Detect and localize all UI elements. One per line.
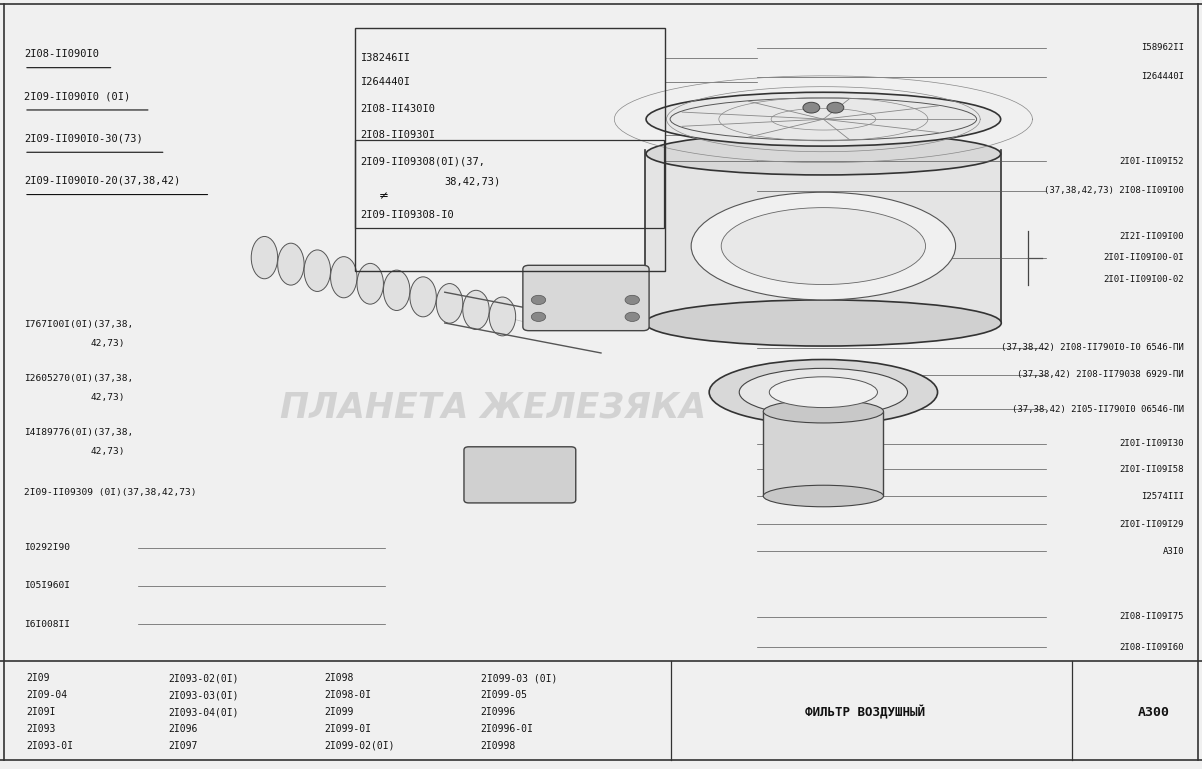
Text: 2I099-02(0I): 2I099-02(0I) [325, 741, 395, 751]
Text: I264440I: I264440I [361, 77, 411, 88]
Ellipse shape [410, 277, 436, 317]
Ellipse shape [278, 243, 304, 285]
Text: 2I09-II090I0-20(37,38,42): 2I09-II090I0-20(37,38,42) [24, 175, 180, 186]
Text: 2I099-0I: 2I099-0I [325, 724, 371, 734]
Text: 2I0I-II09I00-0I: 2I0I-II09I00-0I [1103, 253, 1184, 262]
Text: 2I08-II0930I: 2I08-II0930I [361, 130, 435, 141]
Text: 2I097: 2I097 [168, 741, 197, 751]
Ellipse shape [691, 192, 956, 300]
Text: 2I08-II09I75: 2I08-II09I75 [1119, 612, 1184, 621]
Text: 42,73): 42,73) [90, 339, 125, 348]
Text: I2605270(0I)(37,38,: I2605270(0I)(37,38, [24, 374, 133, 383]
Text: 2I08-II090I0: 2I08-II090I0 [24, 48, 99, 59]
Text: 2I09-II09308-I0: 2I09-II09308-I0 [361, 210, 454, 221]
Text: 2I093-02(0I): 2I093-02(0I) [168, 673, 239, 684]
Ellipse shape [489, 297, 516, 336]
Ellipse shape [645, 300, 1001, 346]
Text: I6I008II: I6I008II [24, 620, 70, 629]
Text: 2I09-04: 2I09-04 [26, 690, 67, 701]
Text: 2I093-04(0I): 2I093-04(0I) [168, 707, 239, 717]
Text: 2I093-0I: 2I093-0I [26, 741, 73, 751]
Ellipse shape [769, 377, 877, 408]
Text: 2I09-II09308(0I)(37,: 2I09-II09308(0I)(37, [361, 156, 486, 167]
Ellipse shape [721, 208, 926, 285]
Text: 2I0I-II09I52: 2I0I-II09I52 [1119, 157, 1184, 166]
Circle shape [625, 312, 639, 321]
Ellipse shape [463, 291, 489, 330]
Text: 2I098: 2I098 [325, 673, 353, 684]
Text: 2I099-05: 2I099-05 [481, 690, 528, 701]
Text: 2I09: 2I09 [26, 673, 50, 684]
Ellipse shape [647, 132, 1001, 175]
Text: I2574III: I2574III [1141, 491, 1184, 501]
Text: 2I0I-II09I30: 2I0I-II09I30 [1119, 439, 1184, 448]
Ellipse shape [251, 237, 278, 278]
Text: 42,73): 42,73) [90, 393, 125, 402]
Text: (37,38,42,73) 2I08-II09I00: (37,38,42,73) 2I08-II09I00 [1045, 186, 1184, 195]
Circle shape [531, 295, 546, 305]
FancyBboxPatch shape [763, 411, 883, 496]
Text: ≠: ≠ [379, 190, 388, 202]
FancyBboxPatch shape [523, 265, 649, 331]
Text: 2I098-0I: 2I098-0I [325, 690, 371, 701]
Ellipse shape [763, 485, 883, 507]
Ellipse shape [763, 400, 883, 423]
Text: 2I09-II090I0 (0I): 2I09-II090I0 (0I) [24, 91, 130, 102]
Text: ФИЛЬТР ВОЗДУШНЫЙ: ФИЛЬТР ВОЗДУШНЫЙ [805, 705, 926, 719]
Circle shape [803, 102, 820, 113]
Text: I4I89776(0I)(37,38,: I4I89776(0I)(37,38, [24, 428, 133, 437]
Ellipse shape [647, 92, 1001, 146]
Ellipse shape [357, 263, 383, 304]
Circle shape [827, 102, 844, 113]
Text: 2I09I: 2I09I [26, 707, 55, 717]
Circle shape [625, 295, 639, 305]
Text: I264440I: I264440I [1141, 72, 1184, 82]
Ellipse shape [304, 250, 331, 291]
Text: 2I096: 2I096 [168, 724, 197, 734]
Ellipse shape [739, 368, 908, 416]
Bar [645, 150, 1001, 323]
FancyBboxPatch shape [464, 447, 576, 503]
Text: 2I0I-II09I58: 2I0I-II09I58 [1119, 464, 1184, 474]
Text: 2I099: 2I099 [325, 707, 353, 717]
Text: 2I08-II430I0: 2I08-II430I0 [361, 104, 435, 115]
Text: (37,38,42) 2I05-II790I0 06546-ПИ: (37,38,42) 2I05-II790I0 06546-ПИ [1012, 404, 1184, 414]
Ellipse shape [331, 257, 357, 298]
Text: 2I08-II09I60: 2I08-II09I60 [1119, 643, 1184, 652]
Text: I38246II: I38246II [361, 52, 411, 63]
Text: 2I09-II090I0-30(73): 2I09-II090I0-30(73) [24, 133, 143, 144]
Text: I767I00I(0I)(37,38,: I767I00I(0I)(37,38, [24, 320, 133, 329]
Text: 2I0I-II09I29: 2I0I-II09I29 [1119, 520, 1184, 529]
Text: 2I0996: 2I0996 [481, 707, 516, 717]
Text: 2I099-03 (0I): 2I099-03 (0I) [481, 673, 558, 684]
Text: 2I093-03(0I): 2I093-03(0I) [168, 690, 239, 701]
Ellipse shape [436, 284, 463, 323]
Text: 2I2I-II09I00: 2I2I-II09I00 [1119, 231, 1184, 241]
Text: 2I0I-II09I00-02: 2I0I-II09I00-02 [1103, 275, 1184, 284]
Text: 42,73): 42,73) [90, 447, 125, 456]
Text: 38,42,73): 38,42,73) [445, 176, 501, 187]
Text: АЗI0: АЗI0 [1162, 547, 1184, 556]
Text: (37,38,42) 2I08-II790I0-I0 6546-ПИ: (37,38,42) 2I08-II790I0-I0 6546-ПИ [1001, 343, 1184, 352]
Text: 2I0998: 2I0998 [481, 741, 516, 751]
Text: 2I09-II09309 (0I)(37,38,42,73): 2I09-II09309 (0I)(37,38,42,73) [24, 488, 197, 497]
Text: 2I0996-0I: 2I0996-0I [481, 724, 534, 734]
Text: I0292I90: I0292I90 [24, 543, 70, 552]
Text: I58962II: I58962II [1141, 43, 1184, 52]
Text: 2I093: 2I093 [26, 724, 55, 734]
Text: I05I960I: I05I960I [24, 581, 70, 591]
Ellipse shape [383, 270, 410, 311]
Ellipse shape [709, 360, 938, 424]
Text: ПЛАНЕТА ЖЕЛЕЗЯКА: ПЛАНЕТА ЖЕЛЕЗЯКА [280, 391, 706, 424]
Text: А300: А300 [1138, 706, 1170, 718]
Circle shape [531, 312, 546, 321]
Text: (37,38,42) 2I08-II79038 6929-ПИ: (37,38,42) 2I08-II79038 6929-ПИ [1017, 370, 1184, 379]
